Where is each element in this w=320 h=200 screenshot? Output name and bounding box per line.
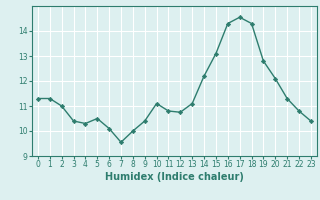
X-axis label: Humidex (Indice chaleur): Humidex (Indice chaleur) (105, 172, 244, 182)
